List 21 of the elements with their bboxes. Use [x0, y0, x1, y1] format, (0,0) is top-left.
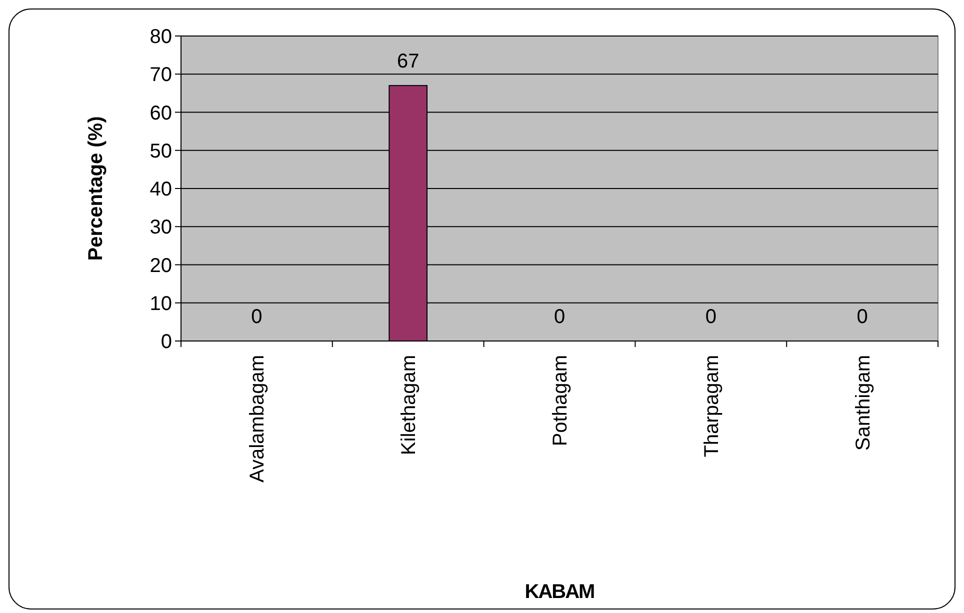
y-tick-label: 70 [150, 64, 172, 86]
x-tick-label: Pothagam [550, 355, 572, 446]
x-axis-title: KABAM [524, 581, 595, 603]
x-tick-label: Tharpagam [700, 355, 723, 458]
data-label: 0 [705, 306, 716, 328]
data-label: 0 [251, 306, 262, 328]
x-tick-label: Kilethagam [398, 355, 420, 456]
y-tick-label: 0 [160, 331, 172, 353]
y-axis-title: Percentage (%) [85, 116, 107, 261]
data-label: 0 [856, 306, 868, 328]
y-tick-label: 30 [150, 216, 172, 239]
y-tick-label: 40 [150, 178, 172, 200]
y-tick-label: 60 [150, 102, 172, 124]
y-tick-label: 10 [150, 292, 172, 315]
x-tick-label: Avalambagam [246, 355, 269, 482]
x-tick-label: Santhigam [852, 355, 874, 451]
y-tick-label: 50 [150, 140, 172, 162]
data-label: 67 [396, 50, 420, 73]
y-tick-label: 80 [150, 26, 172, 48]
data-label: 0 [554, 306, 566, 328]
y-tick-label: 20 [150, 254, 172, 277]
